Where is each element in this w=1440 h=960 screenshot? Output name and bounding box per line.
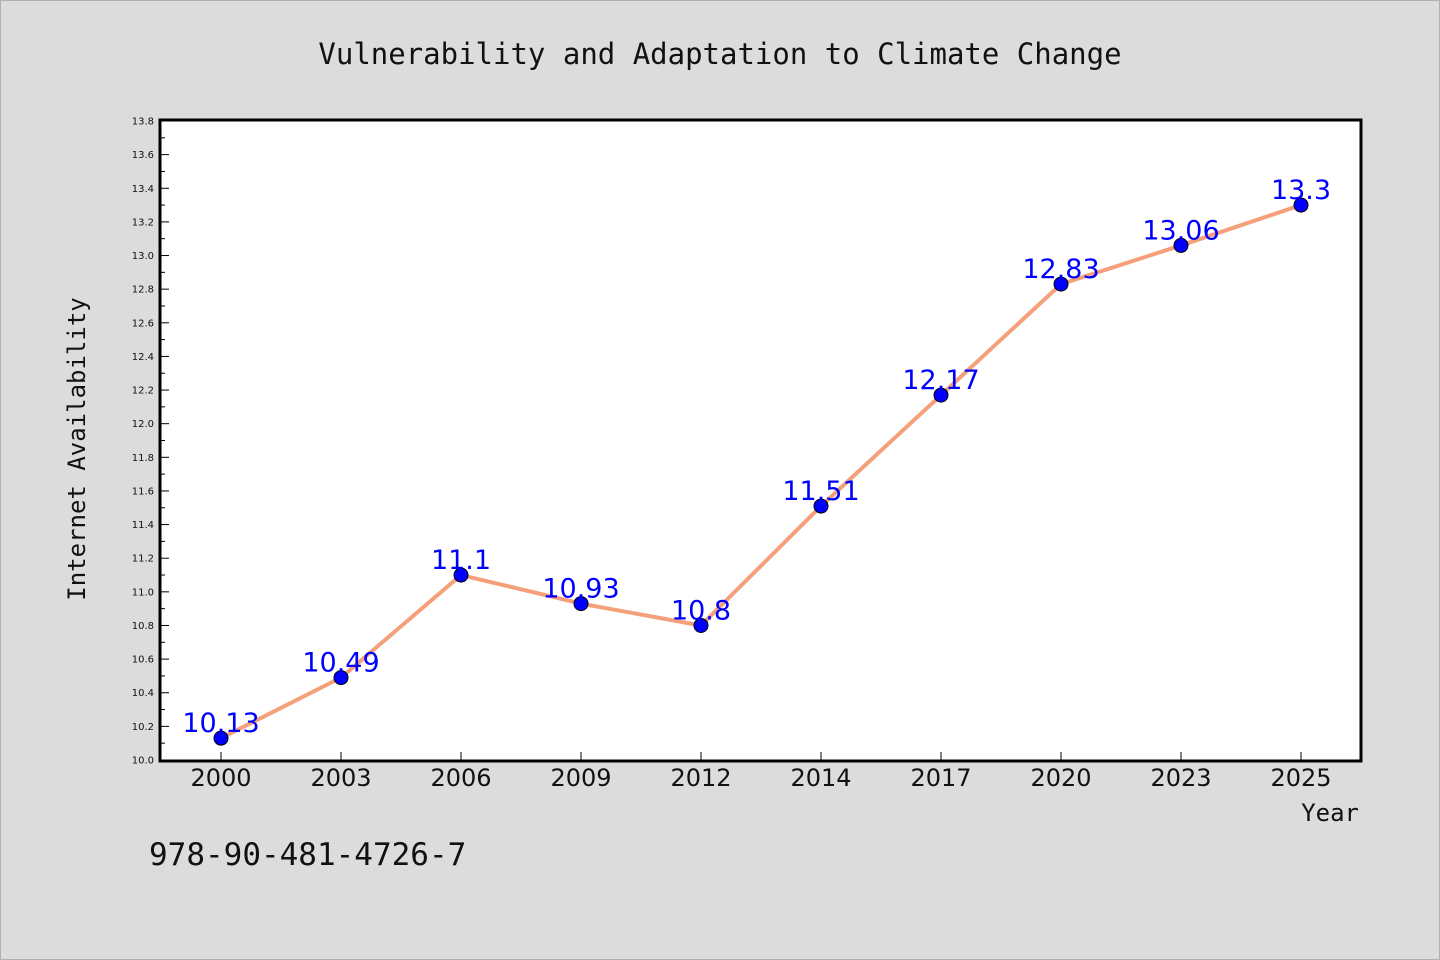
x-tick-label: 2017	[910, 764, 971, 792]
y-tick-label: 13.2	[132, 217, 154, 228]
y-tick-label: 13.4	[132, 184, 154, 195]
data-label-2025: 13.3	[1271, 175, 1331, 206]
y-tick-label: 11.4	[132, 520, 154, 531]
y-axis: 10.0 10.2 10.4 10.6 10.8 11.0 11.2 11.4 11.6 11.8…	[132, 117, 169, 767]
data-point-2009	[573, 596, 589, 612]
x-tick-label: 2012	[670, 764, 731, 792]
y-tick-label: 10.0	[132, 756, 154, 767]
data-label-2006: 11.1	[431, 545, 491, 576]
data-label-2003: 10.49	[302, 648, 379, 679]
y-tick-label: 11.6	[132, 486, 154, 497]
y-tick-label: 10.6	[132, 655, 154, 666]
data-point-2014	[813, 498, 829, 514]
x-tick-label: 2014	[790, 764, 851, 792]
data-label-2009: 10.93	[542, 574, 619, 605]
data-label-2017: 12.17	[902, 365, 979, 396]
x-tick-label: 2003	[310, 764, 371, 792]
y-axis-label: Internet Availability	[63, 297, 91, 600]
y-tick-label: 12.6	[132, 318, 154, 329]
y-tick-label: 10.8	[132, 621, 154, 632]
data-label-2012: 10.8	[671, 595, 731, 626]
data-point-2012	[693, 617, 709, 633]
x-axis: 2000 2003 2006 2009 2012 2014 2017 2020 2023 2025	[190, 752, 1332, 792]
isbn-text: 978-90-481-4726-7	[149, 837, 466, 873]
data-label-2023: 13.06	[1142, 215, 1219, 246]
x-tick-label: 2006	[430, 764, 491, 792]
data-labels: 10.13 10.49 11.1 10.93 10.8 11.51 12.17 12.83 13…	[182, 175, 1331, 739]
y-tick-label: 11.0	[132, 587, 154, 598]
chart-title: Vulnerability and Adaptation to Climate …	[318, 37, 1121, 71]
y-tick-label: 10.2	[132, 722, 154, 733]
y-tick-label: 13.8	[132, 117, 154, 128]
y-tick-label: 12.0	[132, 419, 154, 430]
data-point-2017	[933, 387, 949, 403]
data-label-2014: 11.51	[782, 476, 859, 507]
y-tick-label: 12.8	[132, 285, 154, 296]
y-tick-label: 11.2	[132, 554, 154, 565]
data-point-2000	[213, 730, 229, 746]
y-tick-label: 10.4	[132, 688, 154, 699]
data-point-2003	[333, 670, 349, 686]
plot-area	[158, 118, 1363, 763]
y-tick-label: 11.8	[132, 453, 154, 464]
y-tick-label: 13.6	[132, 150, 154, 161]
data-label-2020: 12.83	[1022, 254, 1099, 285]
data-label-2000: 10.13	[182, 708, 259, 739]
data-point-2023	[1173, 237, 1189, 253]
series-line-group	[219, 203, 1303, 741]
x-tick-label: 2009	[550, 764, 611, 792]
x-tick-label: 2000	[190, 764, 251, 792]
x-tick-label: 2023	[1150, 764, 1211, 792]
y-tick-label: 12.4	[132, 352, 154, 363]
y-tick-label: 13.0	[132, 251, 154, 262]
x-tick-label: 2025	[1270, 764, 1331, 792]
x-axis-label: Year	[1301, 799, 1359, 827]
data-point-2006	[453, 567, 469, 583]
series-line	[219, 203, 1303, 741]
data-point-2020	[1053, 276, 1069, 292]
data-points	[213, 197, 1309, 746]
y-tick-label: 12.2	[132, 386, 154, 397]
x-tick-label: 2020	[1030, 764, 1091, 792]
data-point-2025	[1293, 197, 1309, 213]
